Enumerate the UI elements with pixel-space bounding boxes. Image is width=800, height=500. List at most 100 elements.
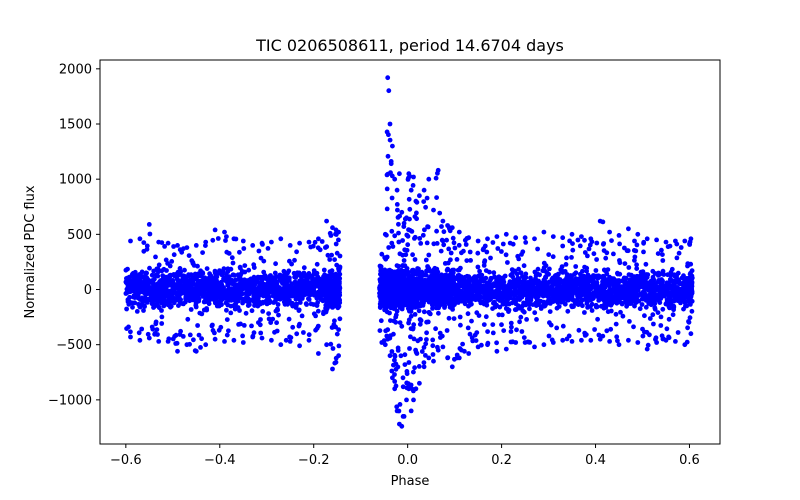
data-point (171, 300, 177, 306)
data-point (268, 273, 273, 278)
data-point (212, 336, 218, 342)
data-point (514, 327, 519, 333)
data-point (408, 187, 414, 193)
data-point (181, 289, 187, 294)
data-point (411, 397, 416, 403)
data-point (219, 288, 225, 293)
data-point (521, 309, 527, 315)
data-point (321, 291, 326, 296)
data-point (541, 229, 547, 235)
data-point (420, 232, 426, 238)
data-point (241, 323, 247, 328)
data-point (393, 383, 399, 389)
data-point (200, 270, 206, 275)
data-point (499, 249, 504, 254)
data-point (406, 171, 412, 177)
data-point (126, 324, 131, 330)
data-point (458, 322, 463, 328)
data-point (481, 322, 487, 327)
data-point (425, 264, 430, 269)
data-point (125, 288, 131, 294)
data-point (485, 329, 490, 334)
data-point (307, 292, 313, 298)
data-point (278, 342, 284, 348)
data-point (379, 251, 385, 257)
data-point (452, 245, 458, 251)
data-point (538, 286, 544, 292)
data-point (157, 289, 163, 295)
data-point (155, 332, 160, 337)
data-point (598, 285, 604, 291)
data-point (315, 323, 321, 329)
data-point (499, 283, 504, 288)
data-point (456, 286, 461, 292)
data-point (494, 348, 500, 354)
data-point (474, 330, 480, 335)
data-point (332, 318, 337, 324)
data-point (583, 285, 589, 291)
data-point (569, 255, 574, 260)
data-point (410, 252, 415, 258)
data-point (400, 238, 405, 243)
data-point (394, 202, 400, 207)
data-point (156, 339, 162, 344)
data-point (335, 277, 341, 282)
data-point (270, 283, 276, 288)
data-point (547, 309, 553, 314)
data-point (510, 274, 516, 280)
data-point (379, 299, 384, 305)
data-point (137, 304, 143, 309)
data-point (608, 326, 614, 332)
data-point (185, 291, 191, 296)
data-point (607, 229, 612, 235)
data-point (442, 305, 447, 310)
data-point (485, 342, 490, 348)
data-point (546, 252, 552, 257)
data-point (224, 307, 229, 313)
data-point (423, 204, 428, 210)
data-point (531, 292, 537, 297)
data-point (617, 241, 622, 247)
data-point (333, 359, 339, 365)
data-point (261, 258, 267, 264)
data-point (229, 294, 235, 299)
data-point (290, 324, 296, 330)
data-point (155, 273, 161, 279)
data-point (597, 291, 603, 297)
data-point (466, 294, 472, 300)
data-point (327, 299, 333, 304)
data-point (513, 235, 519, 241)
data-point (547, 320, 552, 326)
data-point (485, 236, 490, 242)
data-point (334, 331, 340, 337)
data-point (186, 295, 191, 301)
data-point (635, 340, 641, 345)
data-point (641, 240, 646, 246)
data-point (626, 265, 632, 270)
data-point (327, 276, 333, 282)
data-point (467, 302, 473, 308)
data-point (141, 240, 147, 246)
data-point (240, 238, 246, 244)
data-point (311, 311, 317, 317)
data-point (257, 301, 263, 307)
data-point (433, 175, 439, 181)
data-point (125, 297, 131, 303)
data-point (430, 343, 436, 349)
data-point (459, 250, 464, 256)
data-point (199, 336, 205, 342)
data-point (198, 345, 203, 350)
data-point (330, 346, 336, 351)
data-point (396, 230, 401, 236)
data-point (137, 287, 143, 293)
data-point (637, 306, 643, 312)
data-point (642, 313, 647, 319)
data-point (157, 280, 163, 285)
data-point (210, 328, 216, 333)
data-point (272, 270, 278, 276)
data-point (523, 281, 528, 287)
data-point (413, 198, 419, 204)
data-point (301, 330, 306, 335)
data-point (567, 238, 572, 244)
data-point (135, 283, 141, 289)
